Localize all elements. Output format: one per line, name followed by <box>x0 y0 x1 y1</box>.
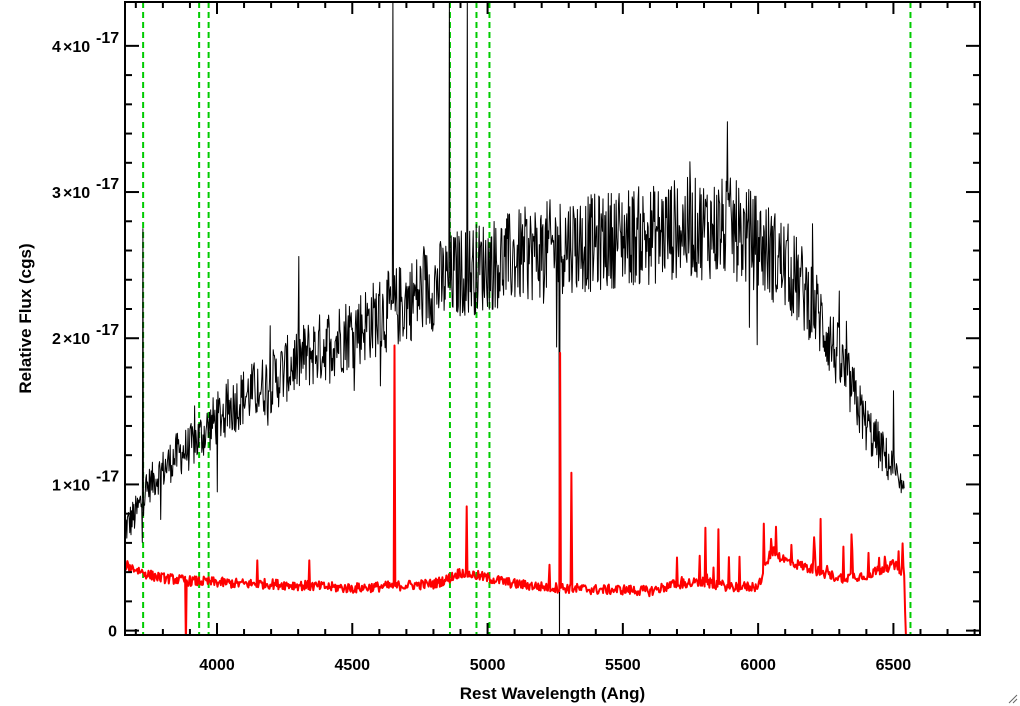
y-tick-mantissa: 2 <box>52 331 61 348</box>
y-tick-label: 0 <box>108 624 117 641</box>
x-tick-label: 6000 <box>740 657 776 674</box>
y-tick-mantissa: 1 <box>52 477 61 494</box>
series-line-black <box>125 2 905 635</box>
y-tick-exponent: -17 <box>96 30 119 47</box>
series-line-red <box>125 344 980 635</box>
x-tick-label: 6500 <box>876 657 912 674</box>
x-tick-label: 4500 <box>334 657 370 674</box>
y-tick-exponent: -17 <box>96 176 119 193</box>
reference-lines <box>142 2 912 635</box>
x-tick-label: 4000 <box>199 657 235 674</box>
y-tick-mantissa: 3 <box>52 185 61 202</box>
y-tick-label: 4 ×10 -17 <box>52 30 119 56</box>
y-tick-labels: 01 ×10-172 ×10-173 ×10-174 ×10-17 <box>52 30 119 641</box>
y-tick-exponent: -17 <box>96 468 119 485</box>
x-tick-label: 5500 <box>605 657 641 674</box>
resize-grip-icon[interactable] <box>1006 692 1018 704</box>
y-tick-times: ×10 <box>63 331 90 348</box>
y-tick-exponent: -17 <box>96 322 119 339</box>
y-tick-label: 3 ×10 -17 <box>52 176 119 202</box>
x-axis-title: Rest Wavelength (Ang) <box>460 684 645 703</box>
series-layer <box>125 2 980 635</box>
x-tick-labels: 4000 4500 5000 5500 6000 6500 <box>199 657 911 674</box>
y-tick-label: 2 ×10 -17 <box>52 322 119 348</box>
y-tick-times: ×10 <box>63 39 90 56</box>
y-axis-title: Relative Flux (cgs) <box>16 243 35 393</box>
y-tick-times: ×10 <box>63 477 90 494</box>
x-tick-label: 5000 <box>470 657 506 674</box>
y-tick-label: 1 ×10 -17 <box>52 468 119 494</box>
y-tick-times: ×10 <box>63 185 90 202</box>
plot-frame <box>124 1 981 636</box>
y-tick-mantissa: 4 <box>52 39 61 56</box>
